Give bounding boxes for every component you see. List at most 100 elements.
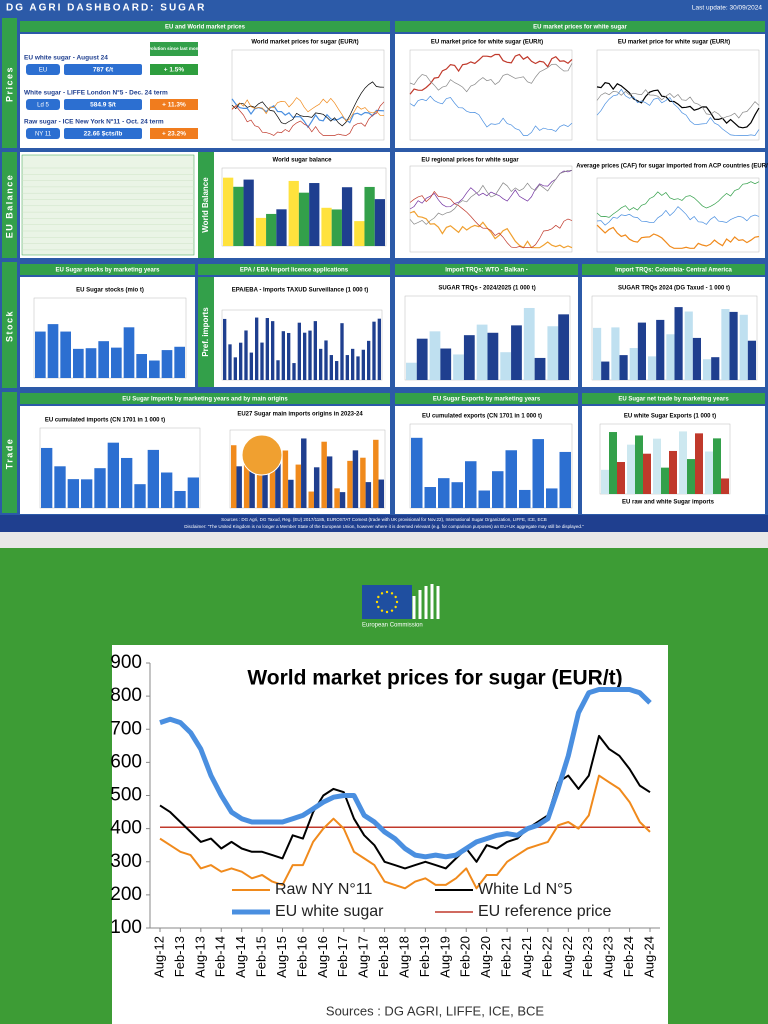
mini-chart-title: EU raw and white Sugar imports xyxy=(622,500,715,506)
x-tick-label: Feb-16 xyxy=(294,936,309,977)
mini-bar xyxy=(372,321,376,380)
mini-bar xyxy=(438,478,450,508)
mini-bar xyxy=(406,362,417,380)
mini-plot-frame xyxy=(229,429,386,509)
mini-bar xyxy=(255,217,267,246)
mini-line xyxy=(409,169,572,225)
x-tick-label: Feb-19 xyxy=(417,936,432,977)
mini-line xyxy=(231,81,385,127)
mini-line xyxy=(596,82,760,129)
mini-bar xyxy=(492,471,504,508)
mini-bar xyxy=(223,177,234,246)
mini-bar xyxy=(313,321,317,380)
mini-bar xyxy=(147,449,159,508)
mini-bar xyxy=(411,437,423,508)
footer-band xyxy=(0,515,768,532)
mini-bar xyxy=(255,317,259,380)
mini-bar xyxy=(281,331,285,380)
mini-bar xyxy=(487,332,499,380)
mini-bar xyxy=(547,326,559,380)
mini-chart-title: World sugar balance xyxy=(273,158,333,164)
mini-bar xyxy=(440,348,452,380)
mini-bar xyxy=(319,348,323,380)
x-tick-label: Feb-24 xyxy=(621,936,636,977)
x-tick-label: Aug-17 xyxy=(356,936,371,978)
mini-bar xyxy=(271,321,275,380)
mini-bar xyxy=(519,489,531,508)
mini-bar xyxy=(81,479,93,508)
mini-bar xyxy=(334,488,340,508)
mini-bar xyxy=(559,451,571,508)
mini-bar xyxy=(301,438,307,508)
mini-bar xyxy=(374,199,385,246)
mini-bar xyxy=(324,340,328,380)
mini-bar xyxy=(35,331,46,378)
mini-bar xyxy=(321,441,327,508)
panel-header xyxy=(582,264,765,275)
mini-chart-title: SUGAR TRQs - 2024/2025 (1 000 t) xyxy=(438,286,535,292)
mini-bar xyxy=(345,355,349,380)
mini-bar xyxy=(47,324,59,378)
x-tick-label: Aug-13 xyxy=(192,936,207,978)
mini-bar xyxy=(593,327,602,380)
chart-source: Sources : DG AGRI, LIFFE, ICE, BCE xyxy=(326,1003,544,1018)
mini-chart-title: SUGAR TRQs 2024 (DG Taxud - 1 000 t) xyxy=(618,286,730,292)
mini-bar xyxy=(629,348,638,380)
mini-bar xyxy=(611,327,620,380)
price-change: + 23.2% xyxy=(162,131,186,138)
mini-bar xyxy=(361,349,365,380)
mini-bar xyxy=(340,323,344,380)
mini-bar xyxy=(98,341,109,378)
legend-label: White Ld N°5 xyxy=(478,881,573,898)
mini-bar xyxy=(747,340,756,380)
y-tick-label: 100 xyxy=(110,917,142,938)
panel-header-text: Import TRQs: Colombia- Central America xyxy=(615,268,732,274)
mini-bar xyxy=(339,492,346,508)
price-code-box xyxy=(26,99,60,110)
mini-bar xyxy=(609,432,617,494)
mini-bar xyxy=(174,490,186,508)
x-tick-label: Aug-19 xyxy=(437,936,452,978)
mini-bar xyxy=(424,487,436,508)
panel-header-text: EU Sugar Exports by marketing years xyxy=(433,397,541,403)
mini-bar xyxy=(249,352,253,380)
mini-chart-title: EU white Sugar Exports (1 000 t) xyxy=(624,414,716,420)
panel xyxy=(395,34,765,148)
mini-bar xyxy=(341,187,353,246)
mini-bar xyxy=(463,335,475,380)
mini-bar xyxy=(356,356,360,380)
panel-header xyxy=(395,393,578,404)
mini-bar xyxy=(187,477,199,508)
mini-bar xyxy=(739,314,748,380)
separator xyxy=(0,532,768,548)
mini-bar xyxy=(695,433,703,494)
mini-chart-title: Average prices (CAF) for sugar imported … xyxy=(576,164,768,170)
mini-bar xyxy=(94,468,106,508)
mini-bar xyxy=(643,453,651,494)
mini-pie xyxy=(241,434,283,476)
mini-chart-title: EU cumulated exports (CN 1701 in 1 000 t… xyxy=(422,414,542,420)
chart-title: World market prices for sugar (EUR/t) xyxy=(247,667,622,690)
flag-star xyxy=(390,592,394,595)
mini-bar xyxy=(276,209,287,246)
mini-bar xyxy=(123,327,135,378)
mini-bar xyxy=(297,322,301,380)
mini-bar xyxy=(729,311,738,380)
mini-chart-title: EU cumulated imports (CN 1701 in 1 000 t… xyxy=(45,418,165,424)
mini-bar xyxy=(627,444,635,494)
x-tick-label: Aug-23 xyxy=(601,936,616,978)
ec-logo xyxy=(362,584,440,619)
mini-bar xyxy=(656,319,665,380)
flag-star xyxy=(385,610,389,614)
price-title: Raw sugar - ICE New York N°11 - Oct. 24 … xyxy=(24,118,164,126)
mini-bar xyxy=(635,435,643,494)
mini-bar xyxy=(249,461,255,508)
price-change-box xyxy=(150,128,198,139)
mini-bar xyxy=(292,363,296,380)
price-code-box xyxy=(26,64,60,75)
y-tick-label: 500 xyxy=(110,785,142,806)
mini-bar xyxy=(500,352,512,380)
mini-bar xyxy=(648,356,657,380)
panel-header xyxy=(395,264,578,275)
sub-section-band xyxy=(198,152,214,258)
